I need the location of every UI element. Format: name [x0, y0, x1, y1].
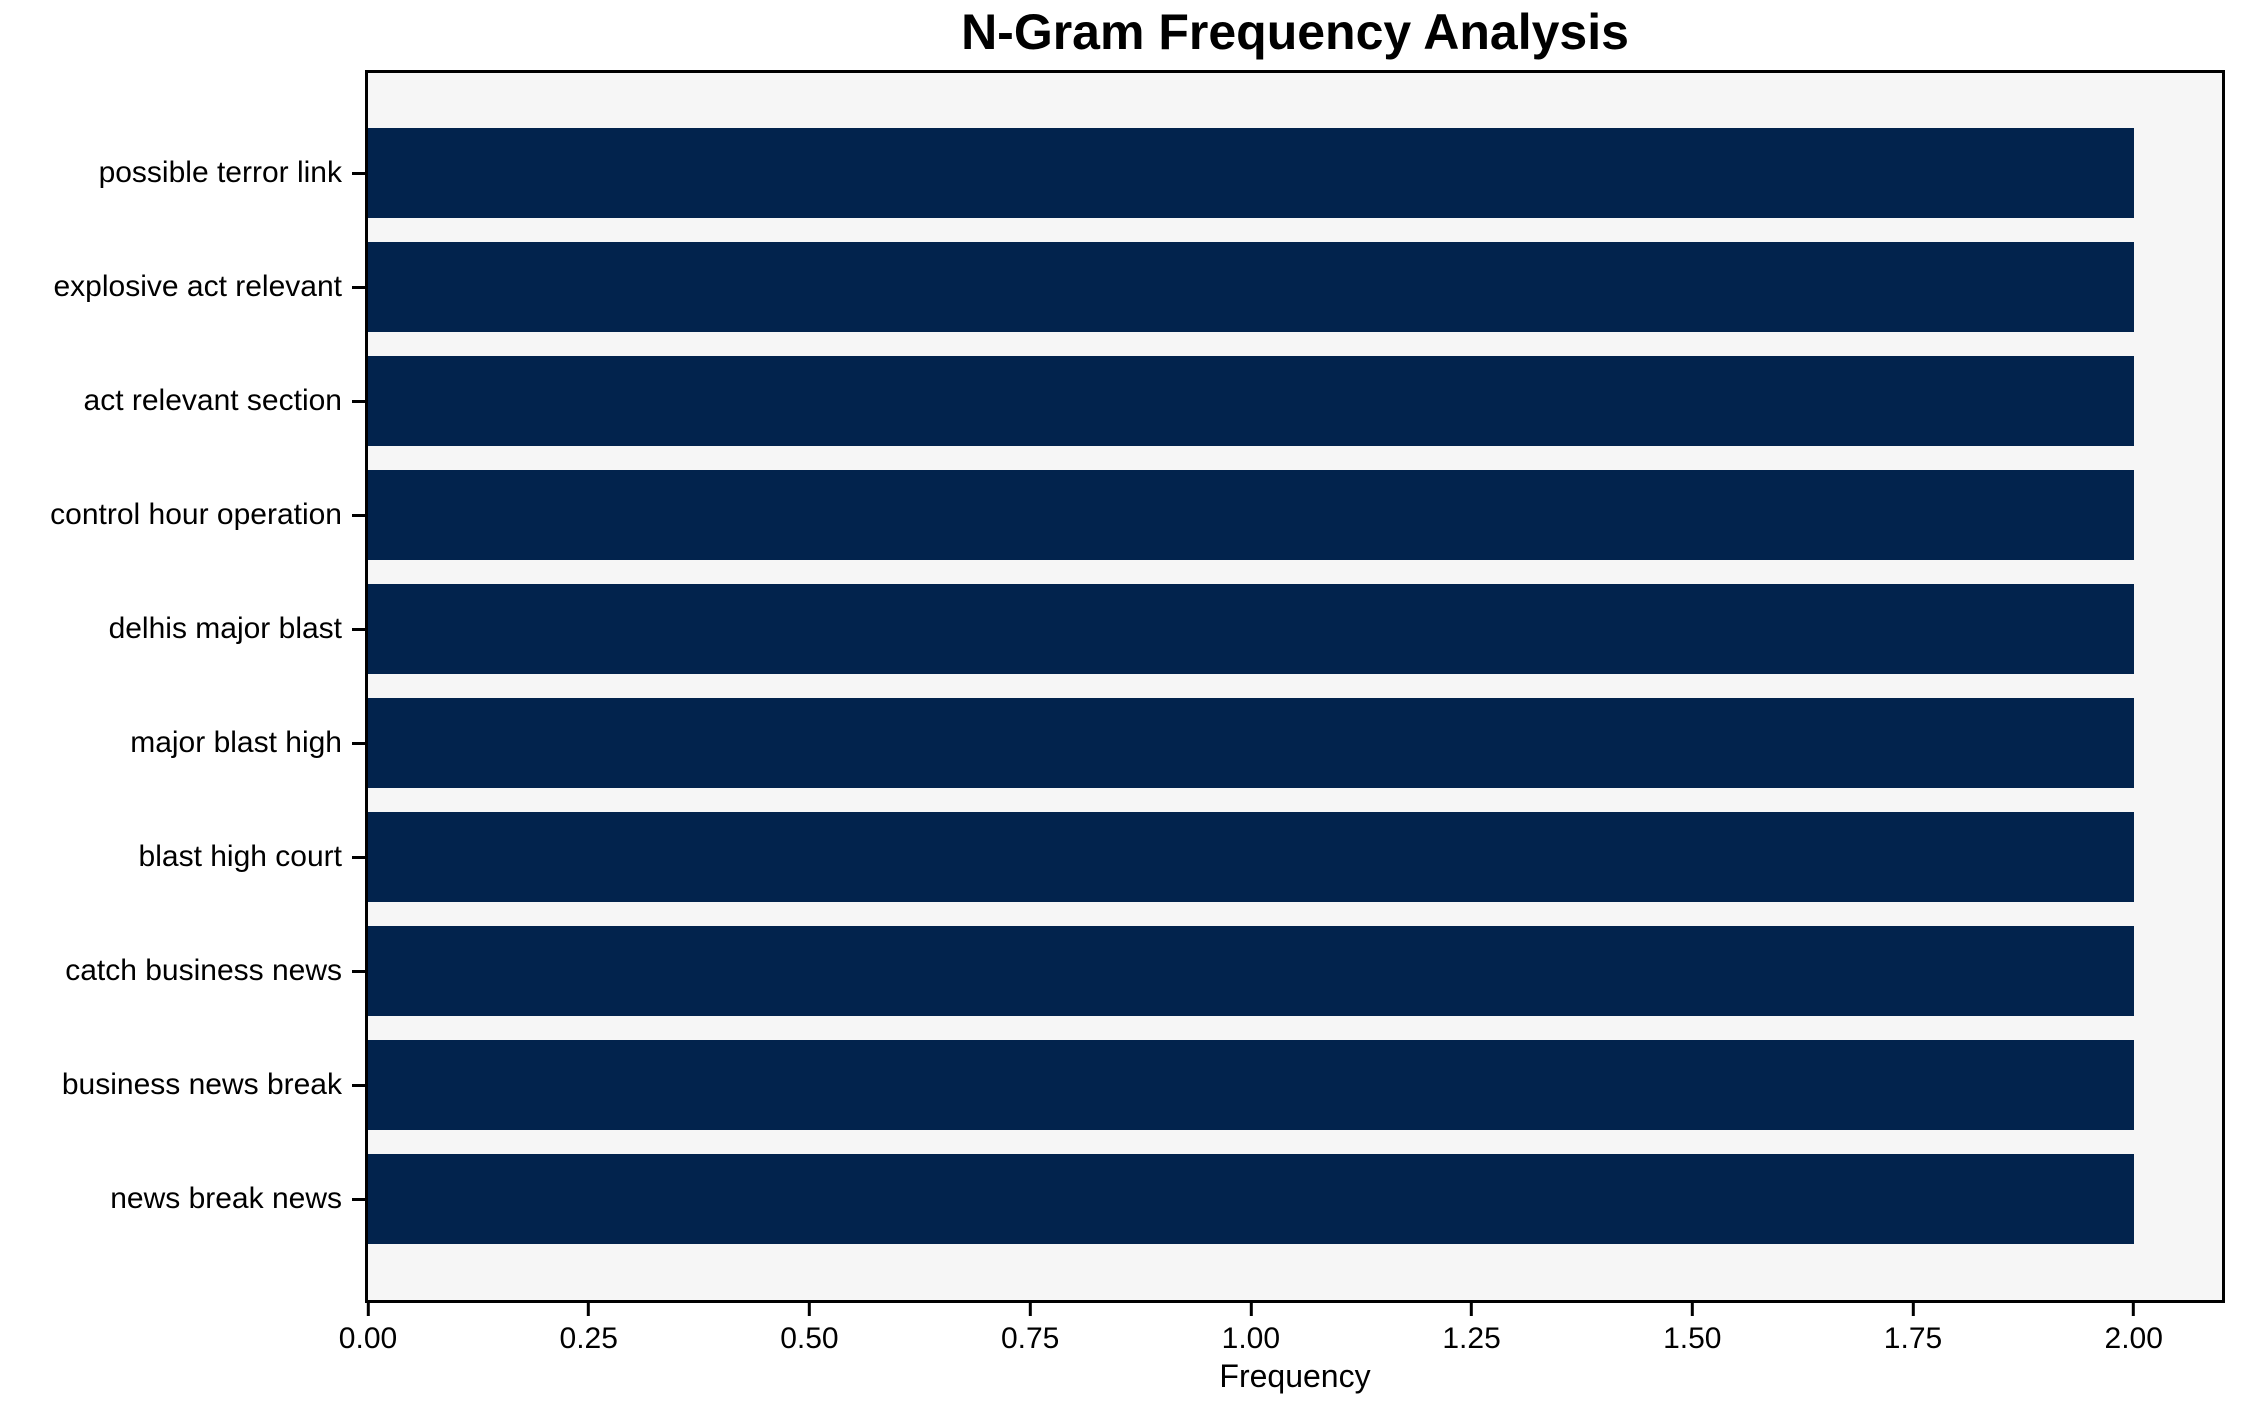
- bar-1: [368, 242, 2134, 332]
- x-tick-1.25: 1.25: [1442, 1303, 1501, 1356]
- y-tick-label: act relevant section: [83, 384, 342, 417]
- bar-4: [368, 584, 2134, 674]
- y-tick-mark: [352, 741, 365, 745]
- y-tick-label: blast high court: [138, 840, 342, 873]
- y-tick-5: major blast high: [130, 726, 365, 760]
- x-tick-2.00: 2.00: [2105, 1303, 2163, 1356]
- y-tick-4: delhis major blast: [109, 612, 365, 646]
- y-tick-label: explosive act relevant: [53, 270, 343, 303]
- bar-8: [368, 1040, 2134, 1130]
- x-tick-label: 1.50: [1663, 1322, 1722, 1355]
- bars-layer: [368, 73, 2222, 1300]
- y-tick-6: blast high court: [139, 840, 365, 874]
- x-tick-label: 0.00: [338, 1322, 398, 1355]
- y-tick-label: control hour operation: [50, 498, 342, 531]
- x-tick-1.75: 1.75: [1884, 1303, 1942, 1356]
- x-tick-mark: [1470, 1303, 1474, 1316]
- y-tick-mark: [352, 285, 365, 289]
- y-tick-8: business news break: [62, 1068, 365, 1102]
- y-axis: possible terror link explosive act releva…: [0, 73, 365, 1300]
- x-tick-0.00: 0.00: [339, 1303, 397, 1356]
- x-tick-label: 0.75: [1000, 1322, 1060, 1355]
- bar-0: [368, 128, 2134, 218]
- bar-6: [368, 812, 2134, 902]
- y-tick-3: control hour operation: [50, 498, 365, 532]
- x-tick-mark: [1028, 1303, 1032, 1316]
- bar-3: [368, 470, 2134, 560]
- x-tick-label: 1.00: [1221, 1322, 1281, 1355]
- bar-7: [368, 926, 2134, 1016]
- bar-9: [368, 1154, 2134, 1244]
- x-tick-label: 2.00: [2104, 1322, 2163, 1355]
- y-tick-mark: [352, 627, 365, 631]
- x-tick-mark: [1249, 1303, 1253, 1316]
- x-tick-mark: [807, 1303, 811, 1316]
- bar-5: [368, 698, 2134, 788]
- x-tick-mark: [1690, 1303, 1694, 1316]
- x-axis-label: Frequency: [1219, 1358, 1371, 1394]
- x-tick-label: 0.50: [780, 1322, 839, 1355]
- y-tick-mark: [352, 171, 365, 175]
- x-tick-mark: [587, 1303, 591, 1316]
- y-tick-mark: [352, 1083, 365, 1087]
- x-tick-0.75: 0.75: [1001, 1303, 1059, 1356]
- chart-title: N-Gram Frequency Analysis: [961, 4, 1629, 60]
- x-tick-1.50: 1.50: [1663, 1303, 1721, 1356]
- y-tick-mark: [352, 855, 365, 859]
- y-tick-2: act relevant section: [84, 384, 365, 418]
- y-tick-mark: [352, 1197, 365, 1201]
- y-tick-label: news break news: [110, 1182, 342, 1215]
- y-tick-mark: [352, 513, 365, 517]
- x-tick-1.00: 1.00: [1222, 1303, 1280, 1356]
- x-tick-label: 0.25: [559, 1322, 618, 1355]
- y-tick-mark: [352, 969, 365, 973]
- x-tick-mark: [366, 1303, 370, 1316]
- x-tick-label: 1.75: [1883, 1322, 1943, 1355]
- y-tick-1: explosive act relevant: [53, 270, 365, 304]
- y-tick-label: possible terror link: [98, 156, 342, 189]
- y-tick-0: possible terror link: [99, 156, 365, 190]
- y-tick-label: delhis major blast: [108, 612, 342, 645]
- y-tick-label: catch business news: [65, 954, 342, 987]
- x-tick-0.25: 0.25: [560, 1303, 618, 1356]
- x-tick-0.50: 0.50: [780, 1303, 839, 1356]
- y-tick-7: catch business news: [65, 954, 365, 988]
- x-tick-mark: [1911, 1303, 1915, 1316]
- x-tick-mark: [2132, 1303, 2136, 1316]
- plot-area: [365, 70, 2225, 1303]
- x-tick-label: 1.25: [1442, 1322, 1501, 1355]
- y-tick-label: business news break: [61, 1068, 342, 1101]
- y-tick-mark: [352, 399, 365, 403]
- y-tick-9: news break news: [110, 1182, 365, 1216]
- y-tick-label: major blast high: [130, 726, 342, 759]
- x-axis: 0.00 0.25 0.50 0.75 1.00 1.25 1.50 1.75 2.00: [339, 1303, 2222, 1373]
- bar-2: [368, 356, 2134, 446]
